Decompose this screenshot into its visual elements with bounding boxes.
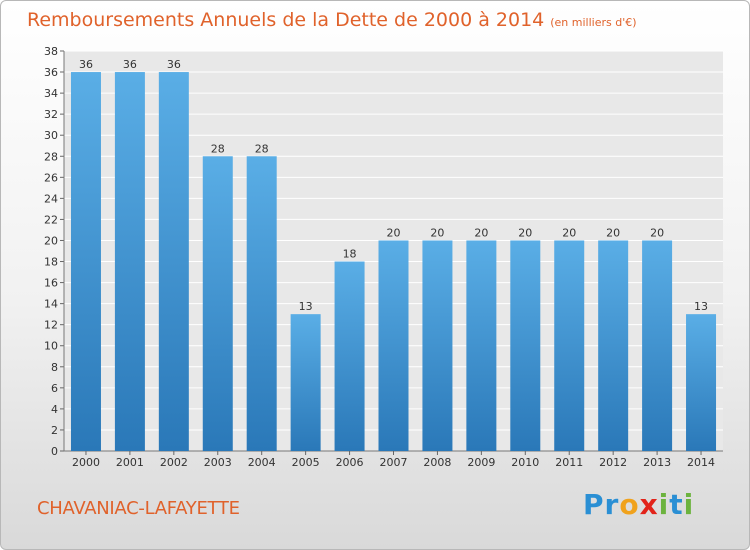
chart-title: Remboursements Annuels de la Dette de 20…	[27, 9, 637, 31]
x-tick-label: 2006	[336, 456, 364, 469]
bar-value-label: 36	[167, 58, 181, 71]
bar	[246, 156, 277, 451]
x-tick-label: 2011	[555, 456, 583, 469]
bar-value-label: 13	[299, 300, 313, 313]
y-tick-label: 8	[51, 361, 58, 374]
bar	[70, 72, 101, 451]
x-tick-label: 2014	[687, 456, 715, 469]
bar	[158, 72, 189, 451]
bar-value-label: 20	[562, 226, 576, 239]
y-tick-label: 6	[51, 382, 58, 395]
bar	[334, 261, 365, 451]
x-tick-label: 2009	[467, 456, 495, 469]
commune-name: CHAVANIAC-LAFAYETTE	[37, 498, 240, 519]
bar-value-label: 20	[387, 226, 401, 239]
logo-letter: P	[583, 488, 605, 521]
x-tick-label: 2001	[116, 456, 144, 469]
bar	[422, 240, 453, 451]
y-tick-label: 10	[44, 340, 58, 353]
proxiti-logo: Proxiti	[583, 488, 694, 521]
x-tick-label: 2005	[292, 456, 320, 469]
y-tick-label: 28	[44, 150, 58, 163]
bar	[686, 314, 717, 451]
y-tick-label: 30	[44, 129, 58, 142]
bar-value-label: 20	[430, 226, 444, 239]
bar	[598, 240, 629, 451]
y-tick-label: 36	[44, 66, 58, 79]
y-tick-label: 34	[44, 87, 58, 100]
y-tick-label: 14	[44, 298, 58, 311]
logo-letter: r	[604, 488, 620, 521]
logo-letter: t	[669, 488, 684, 521]
bar	[290, 314, 321, 451]
bar-value-label: 28	[255, 142, 269, 155]
x-tick-label: 2004	[248, 456, 276, 469]
bar-value-label: 36	[123, 58, 137, 71]
bar-value-label: 20	[474, 226, 488, 239]
bar	[114, 72, 145, 451]
bar-value-label: 13	[694, 300, 708, 313]
y-tick-label: 16	[44, 277, 58, 290]
y-tick-label: 4	[51, 403, 58, 416]
y-tick-label: 12	[44, 319, 58, 332]
logo-letter: i	[658, 488, 670, 521]
x-tick-label: 2013	[643, 456, 671, 469]
y-tick-label: 22	[44, 213, 58, 226]
x-tick-label: 2007	[380, 456, 408, 469]
y-tick-label: 0	[51, 445, 58, 458]
y-tick-label: 38	[44, 45, 58, 58]
logo-letter: x	[639, 488, 659, 521]
y-tick-label: 26	[44, 171, 58, 184]
y-tick-label: 20	[44, 234, 58, 247]
bar	[202, 156, 233, 451]
x-tick-label: 2002	[160, 456, 188, 469]
y-tick-label: 18	[44, 256, 58, 269]
logo-letter: i	[683, 488, 695, 521]
x-tick-label: 2000	[72, 456, 100, 469]
bar	[642, 240, 673, 451]
x-tick-label: 2010	[511, 456, 539, 469]
bar-value-label: 28	[211, 142, 225, 155]
bar	[510, 240, 541, 451]
logo-letter: o	[619, 488, 640, 521]
bar	[554, 240, 585, 451]
y-tick-label: 32	[44, 108, 58, 121]
bar-value-label: 20	[606, 226, 620, 239]
bar-value-label: 20	[650, 226, 664, 239]
chart-title-unit: (en milliers d'€)	[550, 16, 637, 29]
bar	[466, 240, 497, 451]
x-tick-label: 2003	[204, 456, 232, 469]
x-tick-label: 2008	[423, 456, 451, 469]
chart-title-main: Remboursements Annuels de la Dette de 20…	[27, 9, 545, 31]
bar-value-label: 20	[518, 226, 532, 239]
bar	[378, 240, 409, 451]
bar-value-label: 18	[343, 248, 357, 261]
y-tick-label: 2	[51, 424, 58, 437]
y-tick-label: 24	[44, 192, 58, 205]
bar-value-label: 36	[79, 58, 93, 71]
x-tick-label: 2012	[599, 456, 627, 469]
